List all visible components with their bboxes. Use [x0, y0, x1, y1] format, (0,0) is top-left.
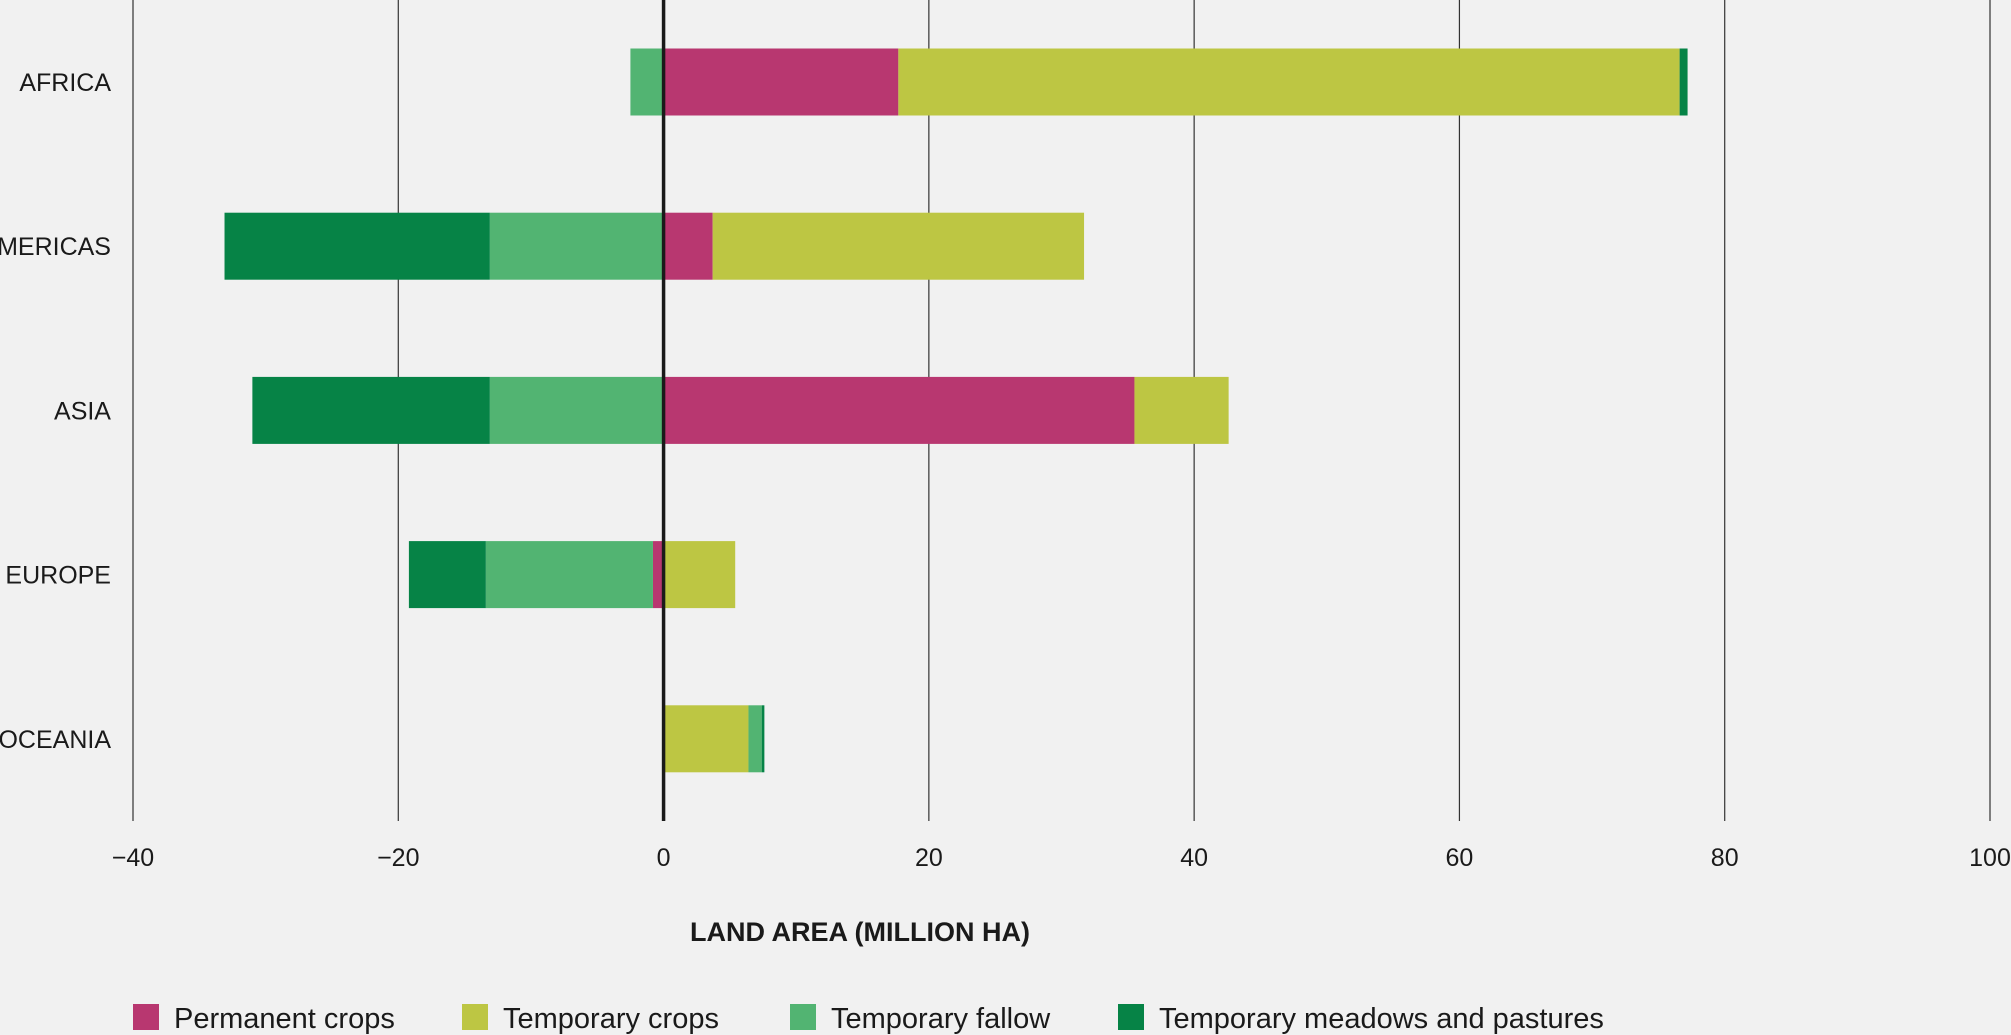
legend-item: Temporary crops — [462, 1003, 719, 1035]
legend-swatch — [790, 1004, 816, 1030]
category-label: AFRICA — [19, 69, 111, 97]
legend-item: Permanent crops — [133, 1003, 395, 1035]
bar-americas-permanent-crops — [663, 212, 713, 280]
category-label: OCEANIA — [0, 726, 111, 754]
legend-label: Temporary crops — [503, 1003, 719, 1035]
category-label: EUROPE — [5, 562, 111, 590]
legend-item: Temporary meadows and pastures — [1118, 1003, 1604, 1035]
x-tick-label: 20 — [915, 844, 943, 872]
bar-africa-temporary-meadows-and-pastures — [1679, 48, 1688, 116]
bar-europe-temporary-crops — [663, 541, 736, 609]
bar-europe-permanent-crops — [652, 541, 664, 609]
bar-africa-permanent-crops — [663, 48, 899, 116]
bar-oceania-temporary-fallow — [748, 705, 762, 773]
bar-europe-temporary-meadows-and-pastures — [408, 541, 486, 609]
x-axis-title: LAND AREA (MILLION HA) — [690, 917, 1030, 947]
legend-swatch — [133, 1004, 159, 1030]
legend-label: Permanent crops — [174, 1003, 395, 1035]
bar-americas-temporary-fallow — [489, 212, 664, 280]
bar-oceania-temporary-crops — [663, 705, 749, 773]
bar-asia-permanent-crops — [663, 376, 1135, 444]
x-tick-label: 80 — [1711, 844, 1739, 872]
x-tick-label: −20 — [377, 844, 419, 872]
legend-swatch — [1118, 1004, 1144, 1030]
bar-americas-temporary-meadows-and-pastures — [224, 212, 490, 280]
bar-europe-temporary-fallow — [485, 541, 653, 609]
x-tick-labels: −40 −20 0 20 40 60 80 100 — [112, 844, 2011, 872]
x-tick-label: 100 — [1969, 844, 2011, 872]
bar-asia-temporary-meadows-and-pastures — [252, 376, 490, 444]
legend-item: Temporary fallow — [790, 1003, 1051, 1035]
bar-asia-temporary-crops — [1134, 376, 1229, 444]
legend: Permanent crops Temporary crops Temporary … — [133, 1003, 1604, 1035]
bar-asia-temporary-fallow — [489, 376, 664, 444]
x-tick-label: −40 — [112, 844, 154, 872]
bar-americas-temporary-crops — [712, 212, 1085, 280]
bar-africa-temporary-crops — [898, 48, 1680, 116]
bar-oceania-temporary-meadows-and-pastures — [761, 705, 765, 773]
legend-label: Temporary fallow — [831, 1003, 1051, 1035]
category-label: ASIA — [54, 397, 111, 425]
legend-label: Temporary meadows and pastures — [1159, 1003, 1604, 1035]
bar-africa-temporary-fallow — [630, 48, 664, 116]
legend-swatch — [462, 1004, 488, 1030]
x-tick-label: 60 — [1446, 844, 1474, 872]
bars — [224, 48, 1688, 773]
x-tick-label: 40 — [1180, 844, 1208, 872]
x-tick-label: 0 — [657, 844, 671, 872]
